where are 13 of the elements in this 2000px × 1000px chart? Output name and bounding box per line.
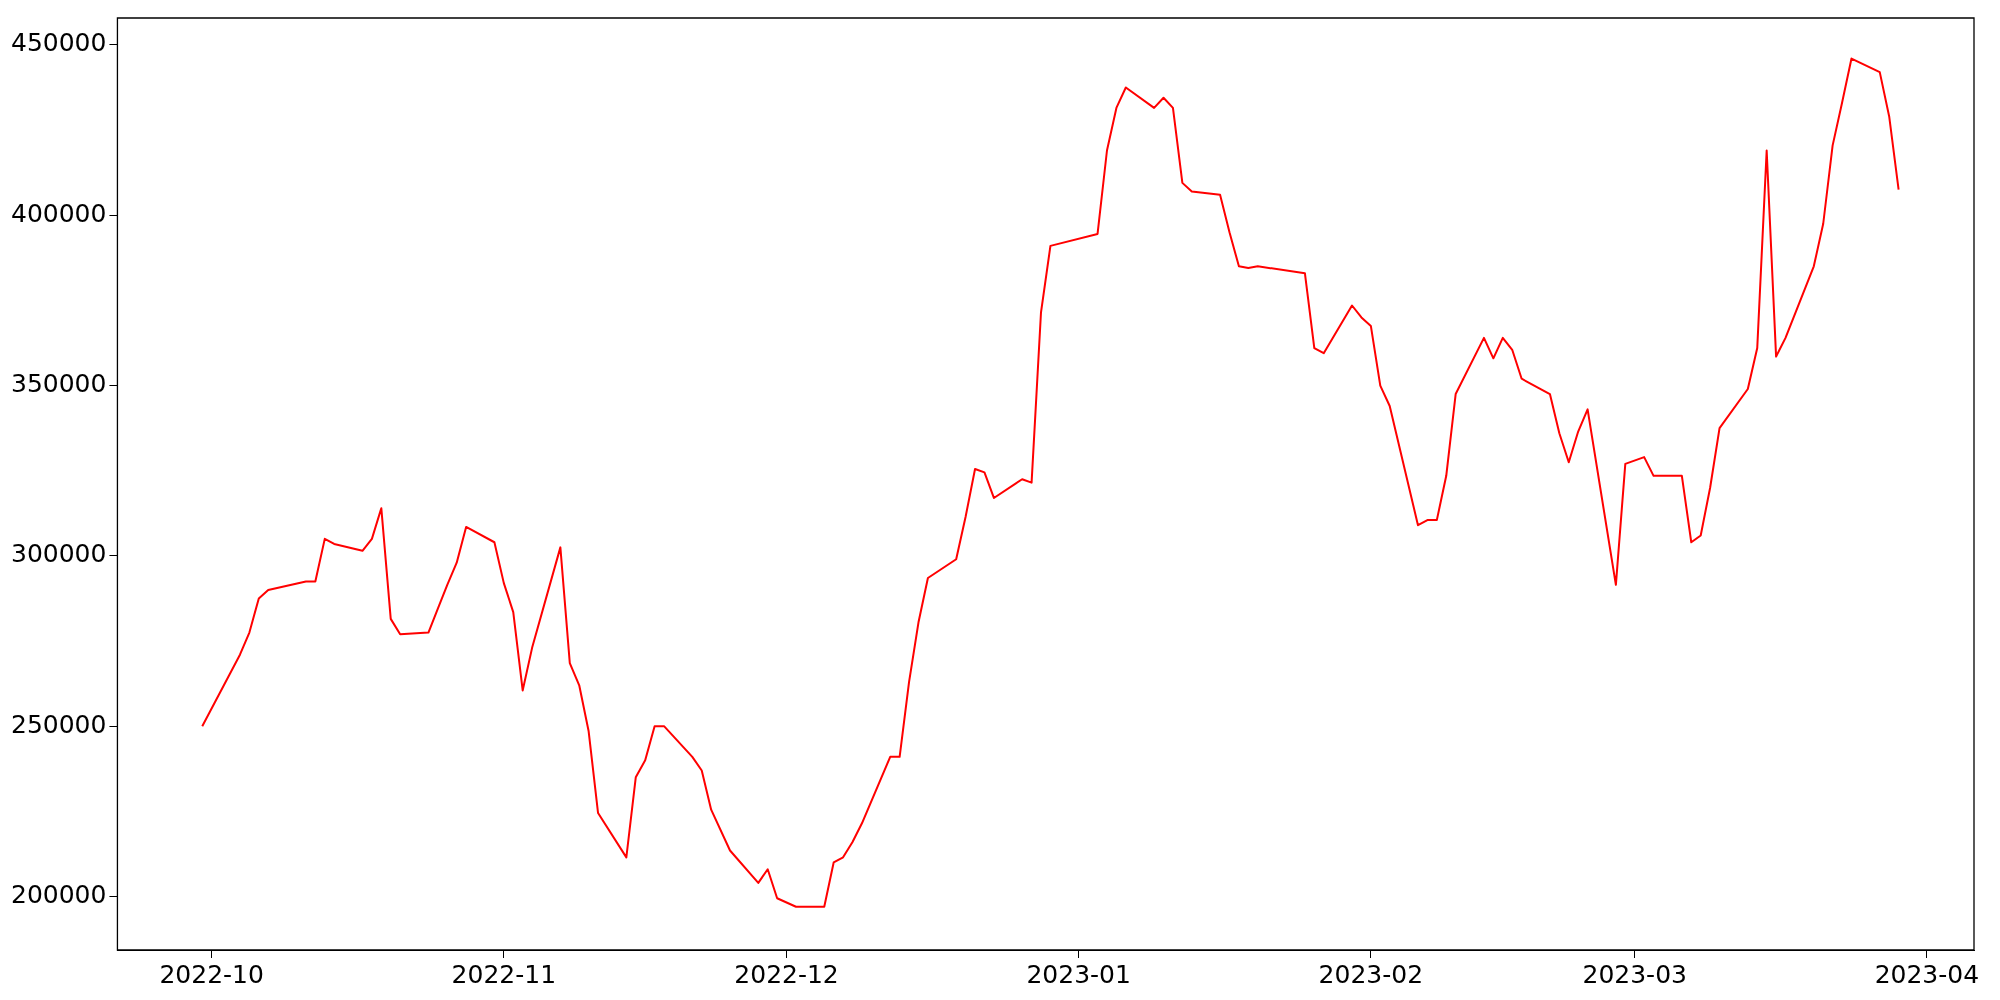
x-tick-label: 2023-04 xyxy=(1874,959,1980,989)
x-tick-label: 2023-01 xyxy=(1026,959,1131,989)
y-tick-label: 400000 xyxy=(11,198,107,228)
x-tick-label: 2023-03 xyxy=(1582,959,1687,989)
y-tick-label: 300000 xyxy=(11,539,107,569)
x-tick-label: 2022-10 xyxy=(159,959,264,989)
y-tick-label: 200000 xyxy=(11,880,107,910)
y-tick-label: 250000 xyxy=(11,709,107,739)
x-tick-label: 2022-11 xyxy=(451,959,557,989)
y-tick-label: 450000 xyxy=(11,28,107,58)
x-tick-label: 2023-02 xyxy=(1318,959,1424,989)
x-tick-label: 2022-12 xyxy=(734,959,839,989)
y-tick-label: 350000 xyxy=(11,369,107,399)
